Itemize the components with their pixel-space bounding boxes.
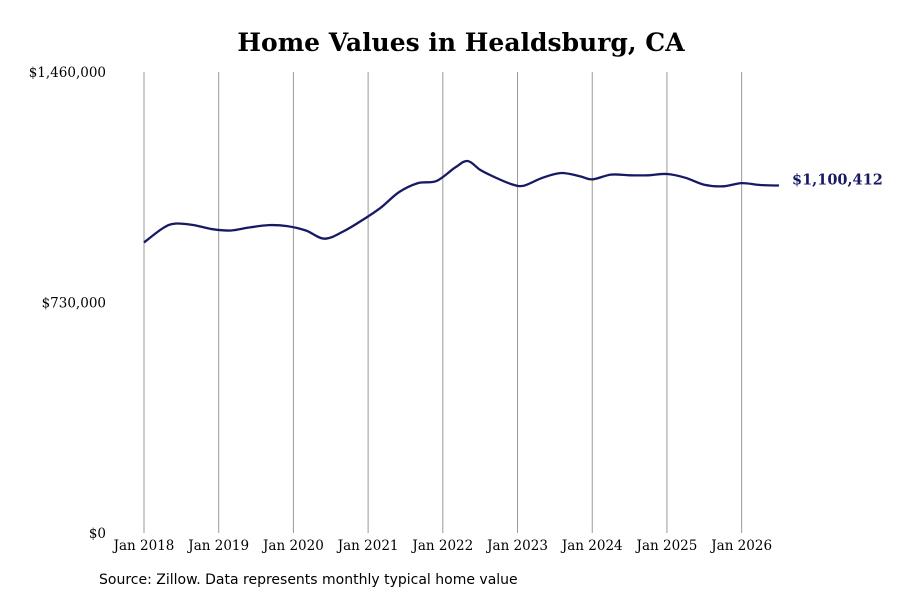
x-tick-label: Jan 2025: [635, 538, 698, 554]
x-tick-label: Jan 2020: [261, 538, 324, 554]
x-tick-label: Jan 2018: [112, 538, 175, 554]
x-axis-ticks: Jan 2018 Jan 2019 Jan 2020 Jan 2021 Jan 2022…: [112, 538, 772, 554]
chart-title: Home Values in Healdsburg, CA: [237, 28, 685, 57]
x-tick-label: Jan 2019: [186, 538, 249, 554]
x-tick-label: Jan 2024: [560, 538, 623, 554]
grid-layer: [143, 72, 743, 533]
y-axis-ticks: $0 $730,000 $1,460,000: [29, 65, 106, 542]
x-tick-label: Jan 2026: [709, 538, 772, 554]
x-tick-label: Jan 2023: [485, 538, 548, 554]
source-note: Source: Zillow. Data represents monthly …: [99, 572, 518, 588]
x-tick-label: Jan 2022: [410, 538, 473, 554]
end-value-label: $1,100,412: [792, 172, 883, 189]
y-tick-label: $0: [89, 526, 106, 542]
y-tick-label: $1,460,000: [29, 65, 106, 81]
x-tick-label: Jan 2021: [336, 538, 399, 554]
y-tick-label: $730,000: [42, 296, 106, 312]
series-line: [143, 159, 780, 244]
